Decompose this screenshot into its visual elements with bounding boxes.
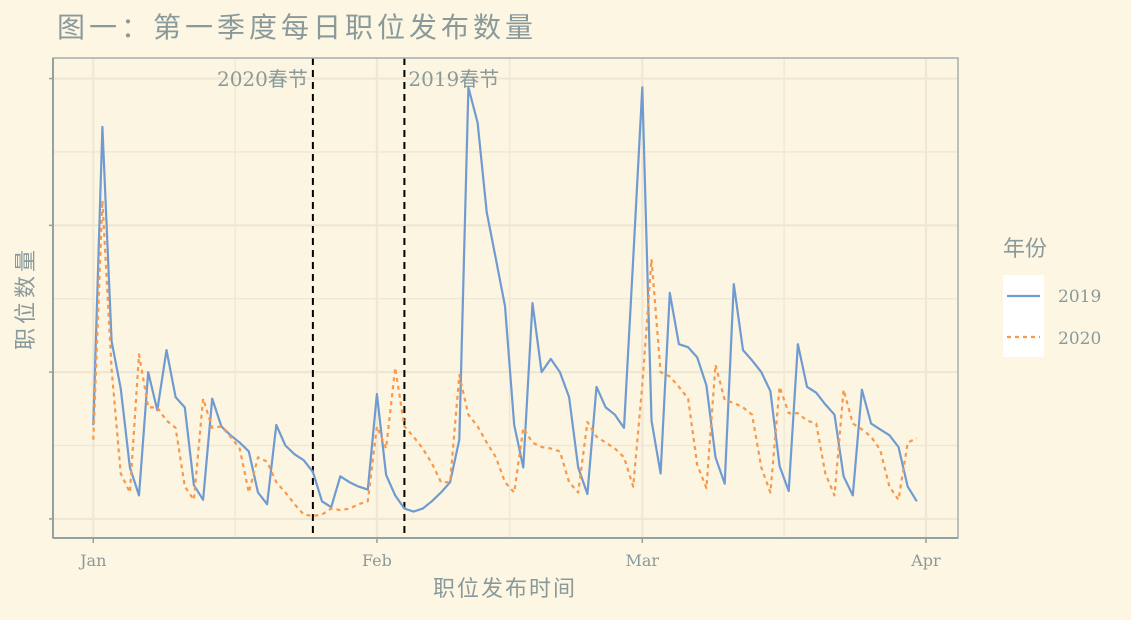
event-lines: 2020春节 2019春节 xyxy=(217,58,499,538)
x-tick-label: Apr xyxy=(910,551,941,570)
x-tick-label: Feb xyxy=(362,551,392,570)
event-label: 2020春节 xyxy=(217,67,308,91)
x-tick-label: Mar xyxy=(626,551,660,570)
chart-title: 图一：第一季度每日职位发布数量 xyxy=(57,11,537,44)
legend-key-box xyxy=(1003,275,1044,357)
y-axis-label: 职位数量 xyxy=(14,246,39,350)
event-label: 2019春节 xyxy=(408,67,499,91)
grid xyxy=(53,58,958,538)
legend-label-2020: 2020 xyxy=(1058,329,1101,349)
series-line-2020 xyxy=(92,199,918,518)
legend-title: 年份 xyxy=(1003,237,1047,262)
x-axis-label: 职位发布时间 xyxy=(433,577,577,602)
axes: Jan Feb Mar Apr xyxy=(49,58,958,570)
panel-background xyxy=(53,58,958,538)
series-lines xyxy=(92,86,918,518)
x-tick-label: Jan xyxy=(78,551,106,570)
legend-label-2019: 2019 xyxy=(1058,287,1101,307)
legend: 年份 2019 2020 xyxy=(1003,237,1101,357)
